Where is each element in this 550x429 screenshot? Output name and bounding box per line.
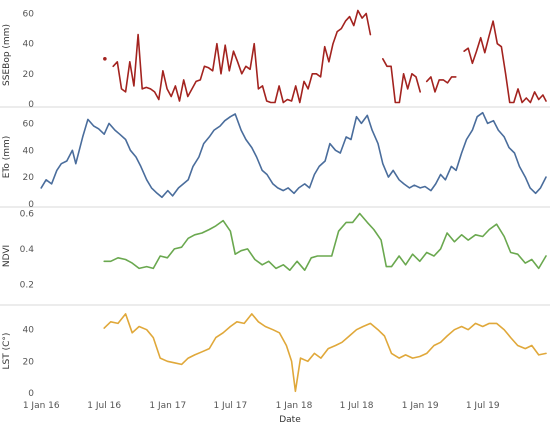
y-tick-label: 0.6	[20, 210, 35, 220]
series-line-lst	[103, 313, 547, 393]
y-axis-title-eto: ETo (mm)	[2, 136, 12, 179]
y-tick-label: 0	[28, 389, 34, 399]
y-tick-label: 40	[23, 146, 35, 156]
x-tick-label: 1 Jan 16	[23, 401, 60, 411]
x-tick-label: 1 Jan 17	[149, 401, 186, 411]
y-axis-title-ndvi: NDVI	[2, 245, 12, 267]
series-point-ssebop	[103, 56, 107, 61]
y-tick-label: 40	[23, 326, 35, 336]
y-tick-label: 60	[23, 119, 35, 129]
series-line-ndvi	[103, 212, 547, 272]
x-tick-label: 1 Jul 17	[213, 401, 247, 411]
y-tick-label: 0	[28, 200, 34, 210]
x-axis-title: Date	[279, 415, 301, 425]
x-tick-label: 1 Jul 18	[340, 401, 374, 411]
series-line-eto	[40, 111, 547, 199]
series-line-ssebop	[112, 9, 372, 104]
y-tick-label: 0	[28, 100, 34, 110]
y-axis-title-ssebop: SSEBop (mm)	[2, 24, 12, 86]
series-line-ssebop	[381, 57, 422, 104]
y-tick-label: 40	[23, 40, 35, 50]
y-tick-label: 60	[23, 10, 35, 20]
x-tick-label: 1 Jul 16	[87, 401, 121, 411]
y-tick-label: 20	[23, 70, 35, 80]
panel-ndvi: 0.6 0.4 0.2 NDVI	[0, 210, 550, 306]
x-tick-label: 1 Jan 18	[276, 401, 313, 411]
panel-ssebop: 0 20 40 60 SSEBop (mm)	[0, 10, 550, 110]
x-axis: 1 Jan 16 1 Jul 16 1 Jan 17 1 Jul 17 1 Jan 18…	[23, 401, 500, 411]
y-tick-label: 20	[23, 173, 35, 183]
x-tick-label: 1 Jul 19	[466, 401, 500, 411]
x-tick-label: 1 Jan 19	[402, 401, 439, 411]
y-tick-label: 0.4	[20, 245, 35, 255]
y-axis-title-lst: LST (C°)	[2, 333, 12, 370]
y-tick-label: 20	[23, 357, 35, 367]
panel-lst: 0 20 40 LST (C°)	[2, 313, 547, 399]
series-line-ssebop	[425, 76, 457, 93]
panel-eto: 0 20 40 60 ETo (mm)	[0, 111, 550, 210]
series-line-ssebop	[463, 20, 547, 104]
y-tick-label: 0.2	[20, 280, 34, 290]
